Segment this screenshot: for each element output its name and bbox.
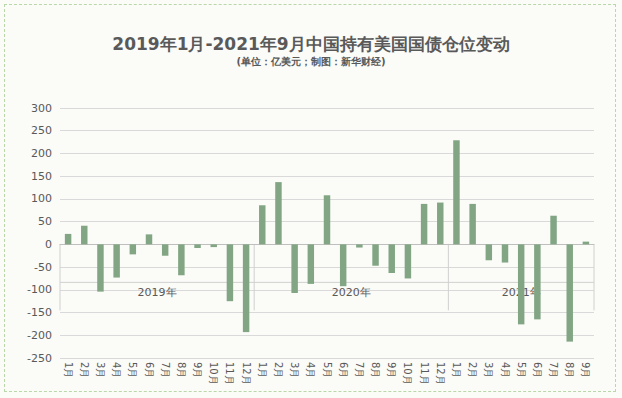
svg-text:5月: 5月	[127, 362, 138, 378]
svg-text:-100: -100	[27, 283, 52, 296]
svg-text:6月: 6月	[338, 362, 349, 378]
svg-text:8月: 8月	[176, 362, 187, 378]
svg-text:7月: 7月	[160, 362, 171, 378]
svg-text:1月: 1月	[63, 362, 74, 378]
svg-text:100: 100	[31, 192, 52, 205]
svg-text:250: 250	[31, 124, 52, 137]
svg-text:0: 0	[45, 238, 52, 251]
svg-text:10月: 10月	[402, 362, 413, 385]
svg-text:150: 150	[31, 170, 52, 183]
svg-text:9月: 9月	[192, 362, 203, 378]
svg-text:2019年: 2019年	[138, 286, 177, 299]
svg-text:-50: -50	[34, 261, 52, 274]
svg-text:12月: 12月	[435, 362, 446, 385]
svg-text:8月: 8月	[370, 362, 381, 378]
svg-text:1月: 1月	[451, 362, 462, 378]
svg-text:-150: -150	[27, 306, 52, 319]
svg-text:300: 300	[31, 102, 52, 115]
svg-text:5月: 5月	[322, 362, 333, 378]
svg-text:1月: 1月	[257, 362, 268, 378]
svg-text:4月: 4月	[111, 362, 122, 378]
svg-text:4月: 4月	[500, 362, 511, 378]
svg-text:11月: 11月	[419, 362, 430, 385]
svg-text:(单位：亿美元；制图：新华财经): (单位：亿美元；制图：新华财经)	[236, 56, 385, 67]
svg-text:50: 50	[38, 215, 52, 228]
svg-text:4月: 4月	[305, 362, 316, 378]
svg-text:7月: 7月	[354, 362, 365, 378]
svg-text:2020年: 2020年	[332, 286, 371, 299]
svg-text:10月: 10月	[208, 362, 219, 385]
svg-text:2月: 2月	[79, 362, 90, 378]
svg-text:8月: 8月	[564, 362, 575, 378]
svg-text:5月: 5月	[516, 362, 527, 378]
svg-text:2月: 2月	[467, 362, 478, 378]
svg-text:9月: 9月	[580, 362, 591, 378]
svg-text:11月: 11月	[224, 362, 235, 385]
svg-text:6月: 6月	[144, 362, 155, 378]
svg-text:2月: 2月	[273, 362, 284, 378]
svg-text:-250: -250	[27, 352, 52, 365]
svg-text:3月: 3月	[289, 362, 300, 378]
svg-text:200: 200	[31, 147, 52, 160]
svg-text:12月: 12月	[241, 362, 252, 385]
svg-text:7月: 7月	[548, 362, 559, 378]
svg-text:2019年1月-2021年9月中国持有美国国债仓位变动: 2019年1月-2021年9月中国持有美国国债仓位变动	[112, 34, 509, 54]
svg-text:-200: -200	[27, 329, 52, 342]
svg-text:3月: 3月	[483, 362, 494, 378]
svg-text:9月: 9月	[386, 362, 397, 378]
svg-text:6月: 6月	[532, 362, 543, 378]
svg-text:3月: 3月	[95, 362, 106, 378]
